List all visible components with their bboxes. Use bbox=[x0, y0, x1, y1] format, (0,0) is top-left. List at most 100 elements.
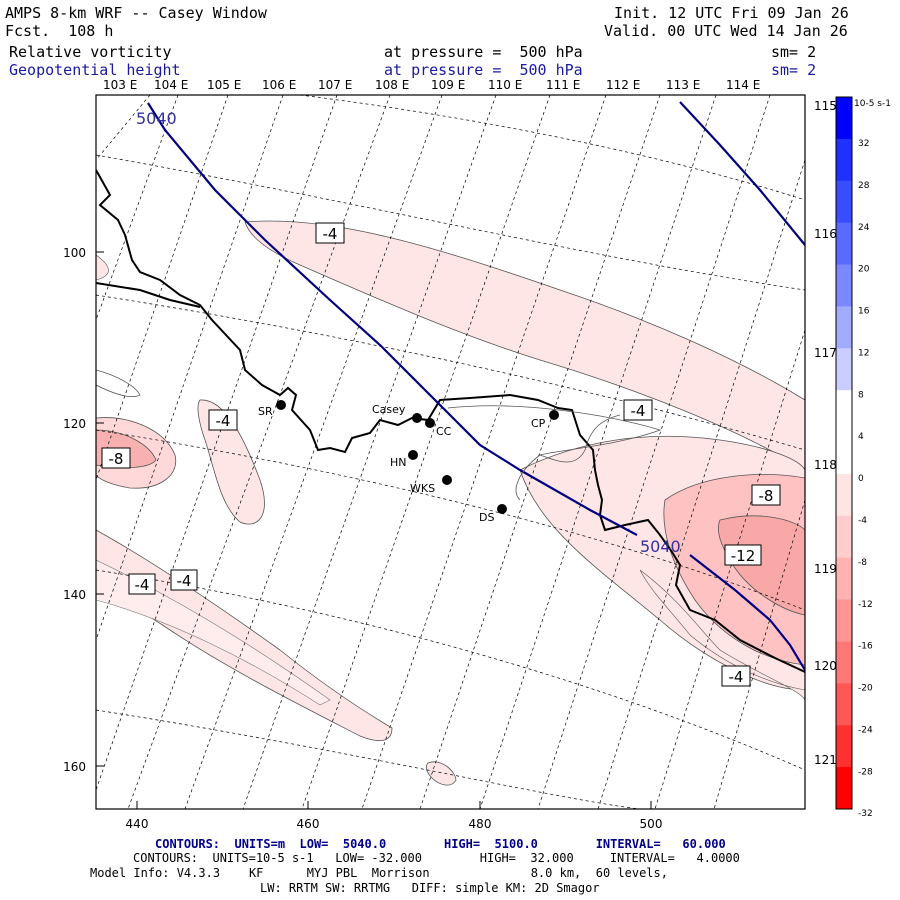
station-label: WKS bbox=[410, 482, 435, 495]
colorbar-label: 28 bbox=[858, 181, 870, 191]
vorticity-label: -4 bbox=[729, 668, 744, 686]
height-contours bbox=[147, 101, 805, 671]
lon-label: 111 E bbox=[546, 78, 580, 92]
station-dot bbox=[412, 413, 422, 423]
init-time: Init. 12 UTC Fri 09 Jan 26 bbox=[614, 4, 849, 22]
colorbar-label: 12 bbox=[858, 348, 869, 358]
lon-label: 105 E bbox=[207, 78, 241, 92]
footer-vorticity-contours: CONTOURS: UNITS=10-5 s-1 LOW= -32.000 HI… bbox=[133, 851, 740, 865]
shade-blob-left bbox=[197, 399, 265, 525]
field2-smoothing: sm= 2 bbox=[771, 61, 817, 79]
colorbar-label: -28 bbox=[858, 767, 873, 777]
lon-label: 103 E bbox=[103, 78, 137, 92]
station-label: SR bbox=[258, 405, 273, 418]
colorbar-swatch bbox=[836, 390, 852, 433]
vorticity-label: -8 bbox=[109, 450, 124, 468]
colorbar-label: -4 bbox=[858, 516, 867, 526]
colorbar-label: 16 bbox=[858, 307, 870, 317]
footer-model-info: Model Info: V4.3.3 KF MYJ PBL Morrison 8… bbox=[90, 866, 668, 880]
lon-label: 113 E bbox=[666, 78, 700, 92]
shade-right-core bbox=[718, 515, 805, 616]
station-label: DS bbox=[479, 511, 494, 524]
station-dot bbox=[442, 475, 452, 485]
y-tick-160: 160 bbox=[63, 760, 86, 774]
station-label: CP bbox=[531, 417, 546, 430]
colorbar-swatch bbox=[836, 138, 852, 182]
colorbar-swatch bbox=[836, 222, 852, 266]
colorbar-label: 20 bbox=[858, 265, 870, 275]
colorbar-label: 24 bbox=[858, 223, 870, 233]
x-tick-500: 500 bbox=[640, 817, 663, 831]
colorbar-swatch bbox=[836, 767, 852, 810]
latlon-grid bbox=[96, 95, 805, 809]
field2-level: at pressure = 500 hPa bbox=[384, 61, 583, 79]
colorbar: 32 28 24 20 16 12 8 4 0 -4 -8 -12 -16 -20 -24 -28 -32 bbox=[835, 96, 873, 819]
vorticity-contours-extra bbox=[96, 369, 662, 501]
y-tick-140: 140 bbox=[63, 588, 86, 602]
vorticity-label: -4 bbox=[216, 412, 231, 430]
colorbar-label: -16 bbox=[858, 642, 873, 652]
shade-edge-top bbox=[96, 254, 109, 281]
lon-label: 106 E bbox=[262, 78, 296, 92]
colorbar-swatch bbox=[836, 725, 852, 768]
forecast-hour: Fcst. 108 h bbox=[5, 22, 114, 40]
colorbar-swatch bbox=[836, 348, 852, 391]
colorbar-swatch bbox=[836, 515, 852, 559]
lon-label: 109 E bbox=[431, 78, 465, 92]
colorbar-label: -24 bbox=[858, 725, 873, 735]
colorbar-label: 4 bbox=[858, 432, 864, 442]
footer-height-contours: CONTOURS: UNITS=m LOW= 5040.0 HIGH= 5100… bbox=[155, 837, 726, 851]
lon-label: 108 E bbox=[375, 78, 409, 92]
lon-label: 104 E bbox=[154, 78, 188, 92]
colorbar-swatch bbox=[836, 97, 852, 140]
shade-band-lower bbox=[96, 529, 393, 742]
x-tick-440: 440 bbox=[126, 817, 149, 831]
colorbar-unit: 10-5 s-1 bbox=[854, 99, 891, 109]
station-label: Casey bbox=[372, 403, 406, 416]
colorbar-swatch bbox=[836, 306, 852, 349]
coastline bbox=[96, 169, 805, 673]
lon-label: 107 E bbox=[318, 78, 352, 92]
station-dot bbox=[408, 450, 418, 460]
colorbar-swatch bbox=[836, 557, 852, 601]
lon-label: 110 E bbox=[488, 78, 522, 92]
axis-ticks bbox=[96, 251, 652, 809]
colorbar-swatch bbox=[836, 432, 852, 475]
vorticity-label: -8 bbox=[759, 487, 774, 505]
field1-name: Relative vorticity bbox=[9, 43, 172, 61]
vorticity-shading bbox=[96, 220, 805, 786]
station-label: HN bbox=[390, 456, 407, 469]
station-label: CC bbox=[436, 425, 452, 438]
height-label-5040: 5040 bbox=[640, 537, 681, 556]
colorbar-swatch bbox=[836, 683, 852, 726]
lon-label: 112 E bbox=[606, 78, 640, 92]
station-markers: SR Casey CC CP HN WKS DS bbox=[258, 400, 559, 524]
vorticity-labels: -4 -4 -4 -8 -4 -4 -8 -12 -4 bbox=[101, 222, 781, 687]
colorbar-label: 8 bbox=[858, 390, 864, 400]
lon-labels-top: 103 E 104 E 105 E 106 E 107 E 108 E 109 … bbox=[103, 78, 760, 92]
colorbar-swatch bbox=[836, 264, 852, 307]
height-label-5040: 5040 bbox=[136, 109, 177, 128]
colorbar-label: 0 bbox=[858, 474, 864, 484]
shade-right-lower bbox=[639, 569, 805, 701]
colorbar-frame bbox=[835, 96, 853, 810]
shade-band-upper bbox=[244, 220, 805, 471]
shade-small-blob bbox=[425, 761, 457, 786]
station-dot bbox=[497, 504, 507, 514]
vorticity-label: -4 bbox=[631, 402, 646, 420]
vorticity-label: -4 bbox=[177, 572, 192, 590]
lon-label: 114 E bbox=[726, 78, 760, 92]
x-tick-460: 460 bbox=[297, 817, 320, 831]
colorbar-label: -20 bbox=[858, 684, 873, 694]
colorbar-label: -12 bbox=[858, 600, 873, 610]
shade-band-lower-2 bbox=[96, 559, 331, 706]
valid-time: Valid. 00 UTC Wed 14 Jan 26 bbox=[604, 22, 848, 40]
station-dot bbox=[276, 400, 286, 410]
colorbar-swatch bbox=[836, 473, 852, 517]
station-dot bbox=[425, 418, 435, 428]
model-title: AMPS 8-km WRF -- Casey Window bbox=[5, 4, 267, 22]
vorticity-label: -12 bbox=[731, 547, 756, 565]
colorbar-swatch bbox=[836, 180, 852, 224]
colorbar-label: 32 bbox=[858, 139, 869, 149]
